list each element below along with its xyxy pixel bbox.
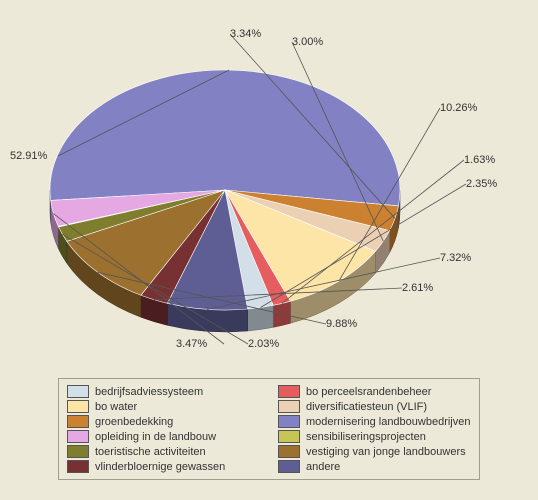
legend-item: bedrijfsadviessysteem <box>67 385 260 398</box>
pie-slice-modernisering <box>50 70 400 206</box>
legend-label: vlinderbloernige gewassen <box>95 461 225 473</box>
pct-label-vlinderbloem: 2.61% <box>402 282 433 294</box>
legend-label: bo water <box>95 401 137 413</box>
legend-item: toeristische activiteiten <box>67 445 260 458</box>
pct-label-bo_water: 10.26% <box>440 102 477 114</box>
pct-label-diversificatie: 3.00% <box>292 36 323 48</box>
legend-item: modernisering landbouwbedrijven <box>278 415 471 428</box>
legend-swatch <box>67 460 89 473</box>
legend-item: vestiging van jonge landbouwers <box>278 445 471 458</box>
legend-item: andere <box>278 460 471 473</box>
legend-box: bedrijfsadviessysteem bo perceelsrandenbe… <box>58 378 480 480</box>
legend-swatch <box>278 430 300 443</box>
legend-item: opleiding in de landbouw <box>67 430 260 443</box>
legend-label: andere <box>306 461 340 473</box>
legend-label: opleiding in de landbouw <box>95 431 216 443</box>
pct-label-opleiding: 3.47% <box>176 338 207 350</box>
legend-swatch <box>67 385 89 398</box>
pct-label-toeristisch: 2.03% <box>248 338 279 350</box>
pct-label-vestiging: 9.88% <box>326 318 357 330</box>
legend-swatch <box>278 400 300 413</box>
pct-label-modernisering: 52.91% <box>10 150 47 162</box>
legend-label: diversificatiesteun (VLIF) <box>306 401 427 413</box>
legend-item: bo perceelsrandenbeheer <box>278 385 471 398</box>
legend-label: bedrijfsadviessysteem <box>95 386 203 398</box>
pct-label-bo_perceel: 1.63% <box>464 154 495 166</box>
legend-item: sensibiliseringsprojecten <box>278 430 471 443</box>
legend-swatch <box>278 415 300 428</box>
legend-swatch <box>278 385 300 398</box>
legend-swatch <box>67 415 89 428</box>
pct-label-groenbedekking: 3.34% <box>230 28 261 40</box>
legend-swatch <box>67 400 89 413</box>
legend-label: vestiging van jonge landbouwers <box>306 446 466 458</box>
pct-label-andere: 7.32% <box>440 252 471 264</box>
legend-label: toeristische activiteiten <box>95 446 206 458</box>
legend-swatch <box>278 445 300 458</box>
legend-item: bo water <box>67 400 260 413</box>
legend-item: diversificatiesteun (VLIF) <box>278 400 471 413</box>
legend-swatch <box>67 430 89 443</box>
legend-label: sensibiliseringsprojecten <box>306 431 426 443</box>
legend-item: vlinderbloernige gewassen <box>67 460 260 473</box>
legend-item: groenbedekking <box>67 415 260 428</box>
legend-label: bo perceelsrandenbeheer <box>306 386 431 398</box>
legend-label: modernisering landbouwbedrijven <box>306 416 471 428</box>
legend-label: groenbedekking <box>95 416 173 428</box>
pct-label-bedrijfsadvies: 2.35% <box>466 178 497 190</box>
legend-swatch <box>278 460 300 473</box>
legend-swatch <box>67 445 89 458</box>
